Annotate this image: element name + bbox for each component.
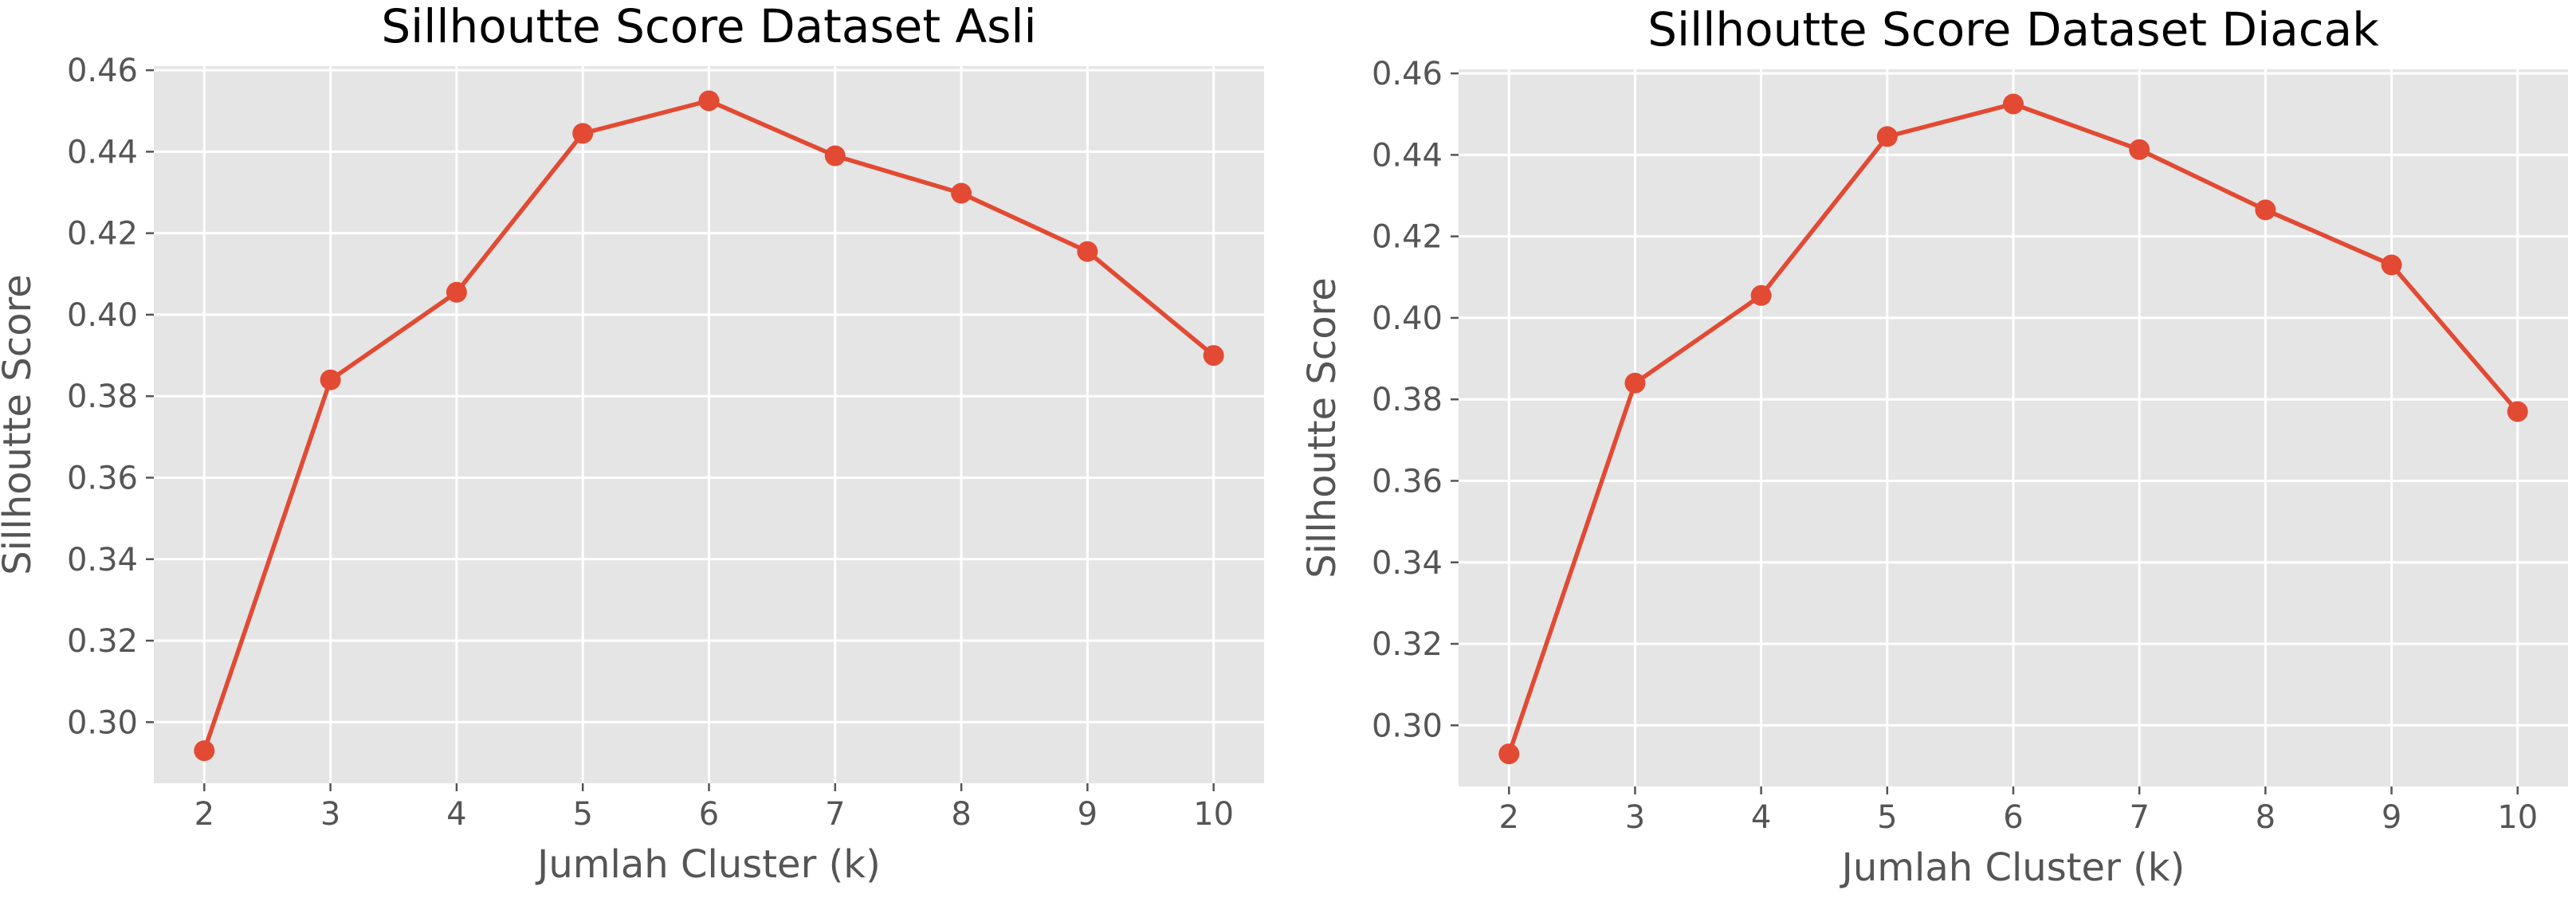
chart-left-x-axis-label: Jumlah Cluster (k) xyxy=(535,842,881,887)
chart-right-y-tick-label: 0.46 xyxy=(1372,56,1443,92)
chart-right-y-axis-label: Sillhoutte Score xyxy=(1300,277,1345,578)
chart-left-y-axis-label: Sillhoutte Score xyxy=(0,274,40,575)
chart-left-y-tick-label: 0.40 xyxy=(67,297,138,334)
chart-right-title: Sillhoutte Score Dataset Diacak xyxy=(1647,2,2379,57)
chart-left-point-k10 xyxy=(1203,345,1224,367)
chart-left-point-k7 xyxy=(824,145,846,167)
chart-left-x-tick-label: 3 xyxy=(320,796,340,833)
chart-left-y-tick-label: 0.42 xyxy=(67,216,138,253)
chart-left-point-k4 xyxy=(446,281,467,303)
chart-left-y-tick-label: 0.32 xyxy=(67,623,138,660)
chart-left-x-tick-label: 2 xyxy=(194,796,214,833)
chart-left-x-tick-label: 9 xyxy=(1078,796,1098,833)
chart-left-y-tick-label: 0.46 xyxy=(67,53,138,89)
chart-right-x-tick-label: 3 xyxy=(1625,799,1645,836)
chart-right-point-k9 xyxy=(2381,254,2402,276)
chart-right-point-k2 xyxy=(1498,743,1520,765)
chart-left-y-tick-label: 0.34 xyxy=(67,542,138,578)
chart-right-x-axis-label: Jumlah Cluster (k) xyxy=(1840,845,2185,890)
chart-left-point-k3 xyxy=(320,369,341,390)
chart-left-x-tick-label: 7 xyxy=(825,796,845,833)
chart-left: 2 3 4 5 6 7 8 9 10 0.30 0.32 0.34 0.36 0.38 0.40 0.42 0.… xyxy=(0,0,1264,887)
chart-right-point-k10 xyxy=(2507,401,2528,422)
chart-left-x-tick-label: 5 xyxy=(572,796,592,833)
chart-right-point-k5 xyxy=(1876,126,1898,147)
chart-right-x-tick-label: 10 xyxy=(2497,799,2538,836)
chart-right-point-k3 xyxy=(1624,372,1646,394)
chart-right-y-tick-label: 0.36 xyxy=(1372,463,1443,500)
chart-left-title: Sillhoutte Score Dataset Asli xyxy=(381,0,1036,53)
chart-right-x-tick-label: 7 xyxy=(2129,799,2149,836)
chart-right: 2 3 4 5 6 7 8 9 10 0.30 0.32 0.34 0.36 0.38 0.40 0.42 0.… xyxy=(1300,2,2568,890)
chart-right-y-tick-label: 0.32 xyxy=(1372,626,1443,663)
chart-right-x-tick-label: 6 xyxy=(2003,799,2023,836)
chart-left-point-k5 xyxy=(572,123,594,144)
chart-right-y-tick-label: 0.38 xyxy=(1372,382,1443,418)
chart-right-x-tick-label: 2 xyxy=(1499,799,1519,836)
chart-right-x-tick-label: 4 xyxy=(1751,799,1771,836)
chart-right-point-k7 xyxy=(2129,139,2150,160)
chart-left-y-tick-label: 0.36 xyxy=(67,460,138,496)
chart-left-x-tick-label: 4 xyxy=(446,796,466,833)
chart-right-y-tick-label: 0.42 xyxy=(1372,219,1443,256)
chart-left-y-tick-label: 0.44 xyxy=(67,134,138,171)
chart-right-point-k4 xyxy=(1750,284,1772,306)
chart-right-point-k6 xyxy=(2003,93,2024,115)
chart-left-x-tick-label: 10 xyxy=(1193,796,1234,833)
chart-right-x-tick-label: 9 xyxy=(2382,799,2401,836)
chart-left-point-k2 xyxy=(194,740,215,762)
chart-left-point-k9 xyxy=(1077,241,1098,262)
chart-left-y-tick-label: 0.30 xyxy=(67,704,138,741)
chart-left-x-tick-label: 8 xyxy=(951,796,971,833)
chart-right-y-tick-label: 0.40 xyxy=(1372,300,1443,337)
chart-right-y-tick-label: 0.34 xyxy=(1372,545,1443,582)
chart-left-y-tick-label: 0.38 xyxy=(67,378,138,415)
chart-left-point-k8 xyxy=(951,182,972,204)
chart-right-y-tick-label: 0.44 xyxy=(1372,137,1443,174)
chart-right-x-tick-label: 5 xyxy=(1877,799,1897,836)
chart-right-point-k8 xyxy=(2255,199,2276,221)
chart-right-y-tick-label: 0.30 xyxy=(1372,708,1443,744)
chart-left-point-k6 xyxy=(698,90,720,112)
chart-left-x-tick-label: 6 xyxy=(699,796,719,833)
chart-right-x-tick-label: 8 xyxy=(2256,799,2276,836)
